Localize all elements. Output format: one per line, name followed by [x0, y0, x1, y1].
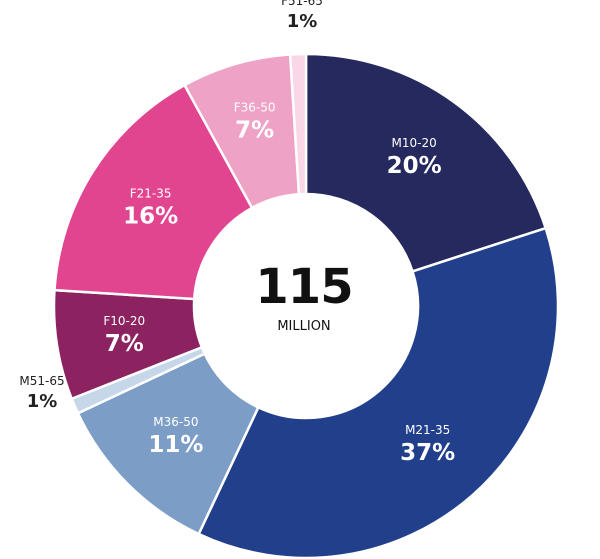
slice-name-m21-35: M21-35: [405, 423, 450, 437]
slice-name-m10-20: M10-20: [392, 136, 437, 150]
center-total: 115: [255, 259, 352, 315]
slice-value-f10-20: 7%: [105, 331, 144, 357]
center-unit: MILLION: [277, 319, 330, 334]
slice-name-f10-20: F10-20: [103, 314, 145, 328]
slice-value-m51-65: 1%: [27, 391, 58, 412]
slice-name-f36-50: F36-50: [234, 100, 276, 114]
slice-value-m36-50: 11%: [148, 432, 203, 458]
donut-slices: [52, 52, 560, 559]
slice-value-m21-35: 37%: [400, 440, 455, 466]
slice-value-f51-65: 1%: [287, 11, 318, 32]
slice-value-f21-35: 16%: [123, 203, 178, 229]
slice-value-m10-20: 20%: [387, 153, 442, 179]
donut-hole: [194, 194, 418, 418]
slice-name-f21-35: F21-35: [130, 186, 172, 200]
slice-name-m36-50: M36-50: [153, 415, 198, 429]
slice-name-m51-65: M51-65: [19, 374, 64, 388]
slice-name-f51-65: F51-65: [281, 0, 323, 8]
slice-value-f36-50: 7%: [235, 117, 274, 143]
slice-labels: M10-20 20% M21-35 37% M36-50 11% M51-65 1% F10-2…: [19, 0, 455, 466]
